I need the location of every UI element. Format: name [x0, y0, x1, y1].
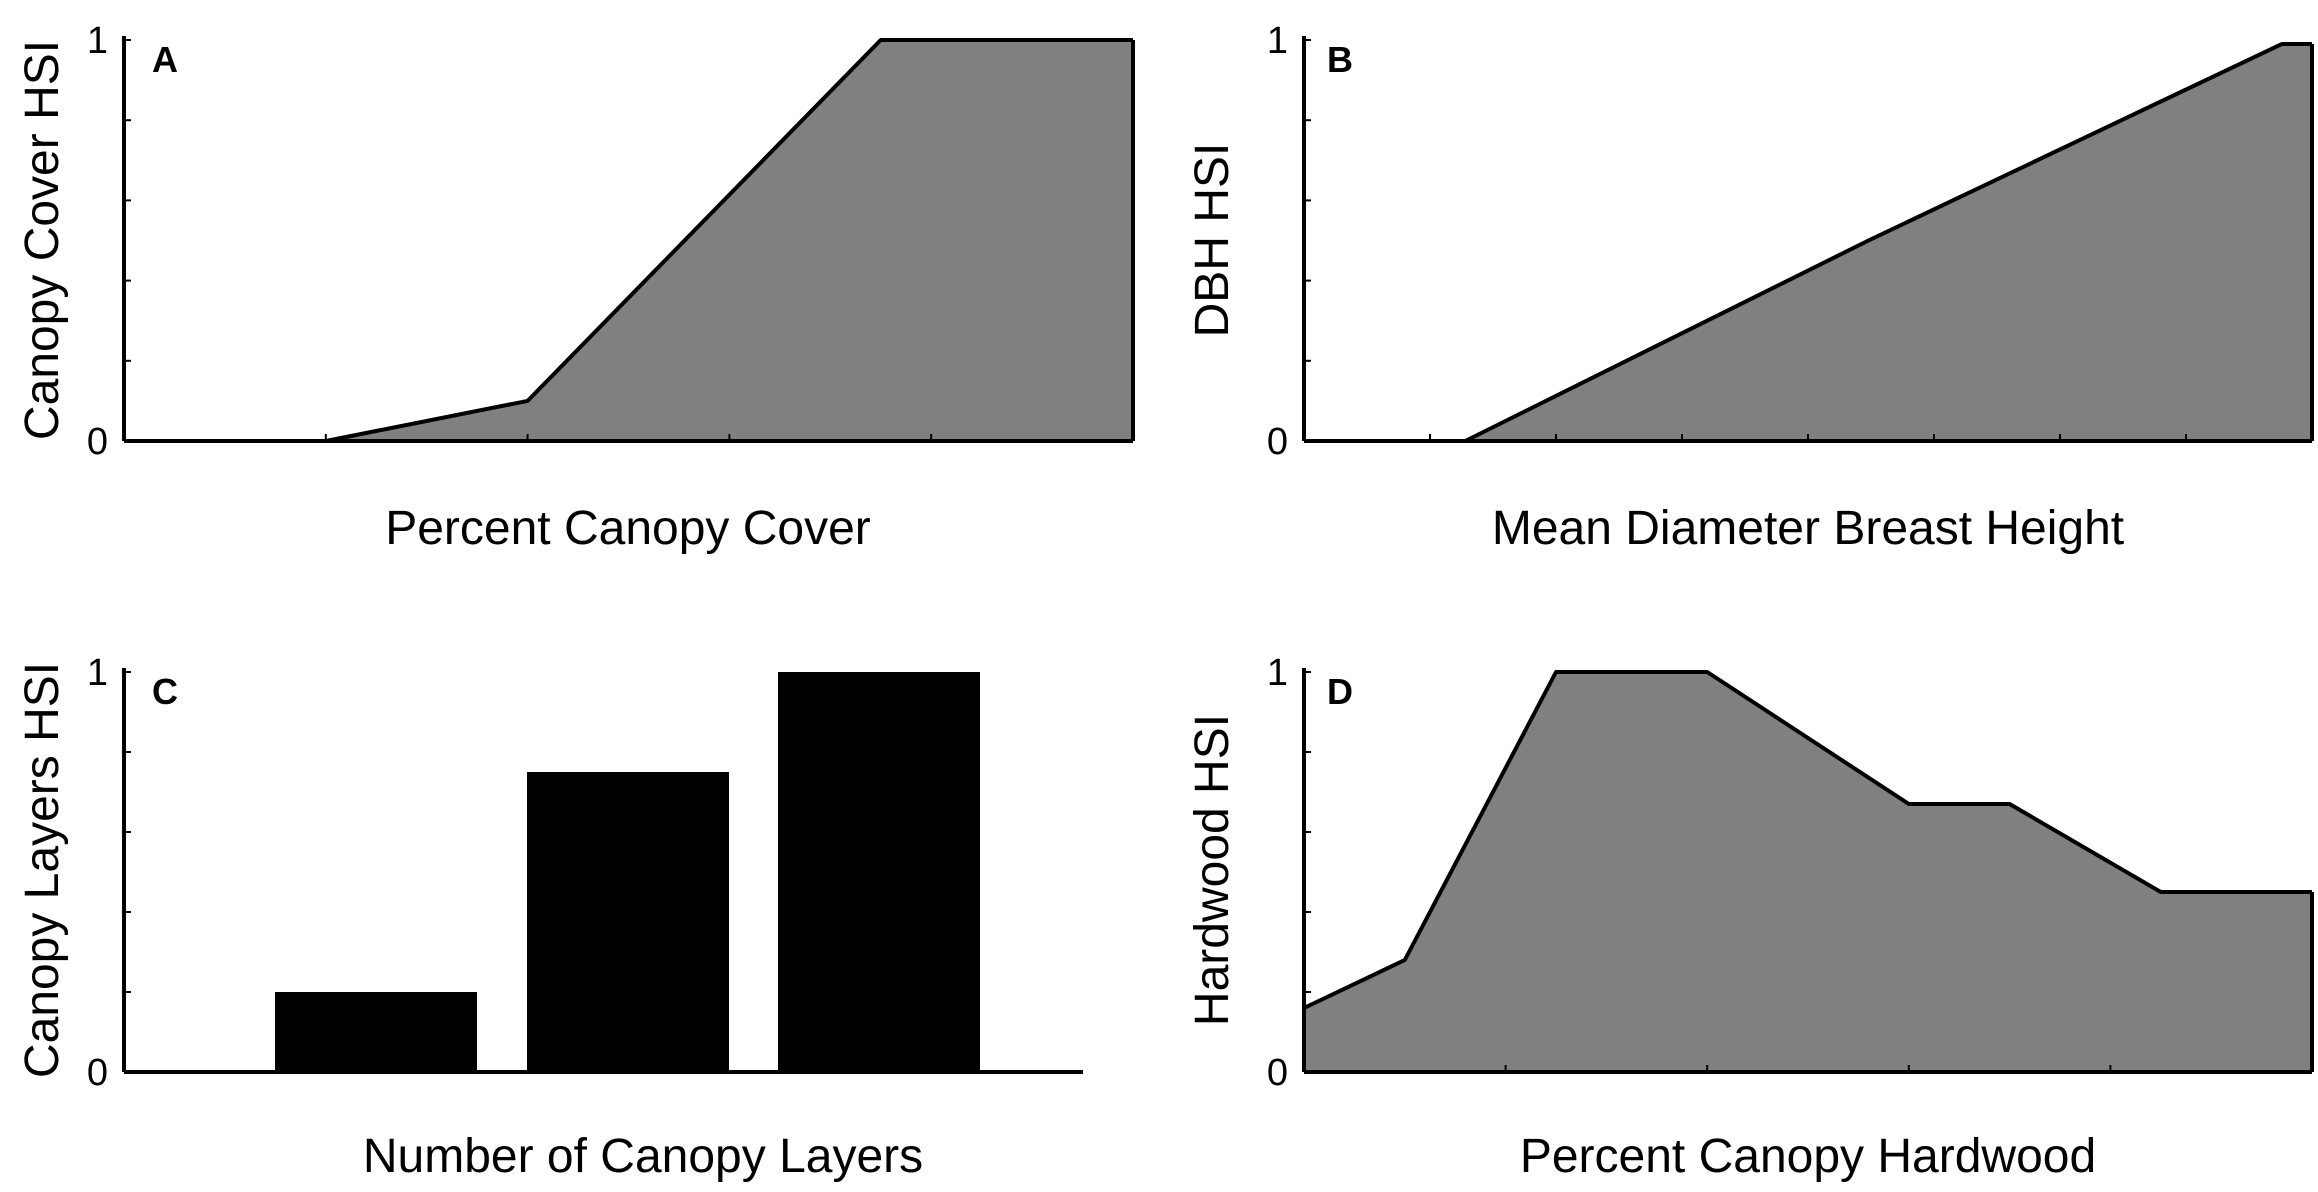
panel-letter: D: [1327, 671, 1353, 712]
y-tick-label: 1: [87, 20, 108, 62]
panel-b: 0 1 B DBH HSI Mean Diameter Breast Height: [1186, 20, 2314, 555]
x-axis-label: Percent Canopy Cover: [385, 502, 871, 555]
y-axis-label: Canopy Layers HSI: [16, 662, 69, 1078]
y-axis-label: Canopy Cover HSI: [16, 40, 69, 440]
x-axis-label: Percent Canopy Hardwood: [1520, 1130, 2096, 1183]
x-axis-label: Mean Diameter Breast Height: [1492, 502, 2124, 555]
hsi-curve-line: [1303, 670, 2312, 1010]
area-fill: [1304, 44, 2312, 441]
y-tick-label: 0: [1267, 421, 1288, 463]
y-axis-label: DBH HSI: [1186, 143, 1239, 338]
y-tick-label: 0: [87, 1052, 108, 1094]
panel-a: 0 1 A Canopy Cover HSI Percent Canopy Cover: [16, 20, 1135, 555]
panel-d: 0 1 D Hardwood HSI Percent Canopy Hardwood: [1186, 652, 2314, 1183]
y-tick-label: 0: [87, 421, 108, 463]
y-tick-label: 1: [1267, 652, 1288, 694]
area-fill: [1304, 672, 2312, 1072]
bar-3: [778, 672, 980, 1072]
y-tick-label: 1: [87, 652, 108, 694]
area-fill: [124, 40, 1133, 441]
panel-letter: C: [152, 671, 178, 712]
panel-letter: B: [1327, 39, 1353, 80]
y-axis-label: Hardwood HSI: [1186, 714, 1239, 1026]
bar-1: [275, 992, 477, 1072]
y-tick-label: 0: [1267, 1052, 1288, 1094]
y-tick-label: 1: [1267, 20, 1288, 62]
x-axis-label: Number of Canopy Layers: [363, 1130, 923, 1183]
panel-letter: A: [152, 39, 178, 80]
panel-c: 0 1 C Canopy Layers HSI Number of Canopy Lay…: [16, 652, 1083, 1183]
bar-2: [527, 772, 729, 1072]
